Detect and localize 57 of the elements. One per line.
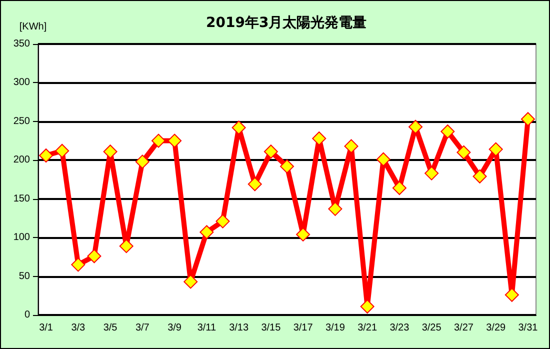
point <box>71 258 86 272</box>
point <box>504 288 519 302</box>
point <box>39 148 54 162</box>
point <box>328 202 342 216</box>
x-tick-label: 3/21 <box>358 322 378 334</box>
x-tick-label: 3/5 <box>103 322 118 334</box>
point <box>200 225 214 240</box>
point <box>488 142 503 156</box>
chart-title: 2019年3月太陽光発電量 <box>206 15 367 31</box>
point <box>440 124 455 138</box>
point <box>103 144 118 159</box>
point <box>119 239 134 254</box>
x-tick-label: 3/17 <box>293 322 314 334</box>
y-tick-label: 250 <box>13 116 30 127</box>
x-tick-label: 3/31 <box>518 322 538 334</box>
point <box>55 144 70 158</box>
x-tick-label: 3/19 <box>325 322 346 334</box>
point <box>376 152 390 166</box>
point <box>216 214 230 228</box>
y-tick-label: 350 <box>13 38 30 50</box>
point <box>232 120 246 135</box>
point <box>151 134 166 148</box>
x-tick-label: 3/23 <box>390 322 410 334</box>
x-tick-label: 3/7 <box>135 322 150 334</box>
point <box>344 139 358 154</box>
point <box>456 145 471 160</box>
x-tick-label: 3/15 <box>261 322 282 334</box>
point <box>87 249 102 264</box>
x-tick-label: 3/11 <box>197 322 216 334</box>
x-tick-label: 3/3 <box>71 322 86 334</box>
y-tick-label: 150 <box>13 193 30 204</box>
y-tick-label: 100 <box>13 232 30 244</box>
y-axis-title: [KWh] <box>19 22 47 32</box>
x-tick-label: 3/9 <box>168 322 182 334</box>
point <box>312 131 326 146</box>
point <box>135 154 150 169</box>
y-tick-label: 50 <box>18 270 30 282</box>
x-tick-label: 3/27 <box>454 322 474 334</box>
point <box>472 169 487 184</box>
point <box>392 181 406 196</box>
point <box>296 227 310 242</box>
y-tick-label: 0 <box>24 310 30 320</box>
x-tick-label: 3/25 <box>422 322 442 334</box>
point <box>248 177 262 192</box>
point <box>264 144 278 159</box>
point <box>408 120 423 134</box>
point <box>280 159 294 174</box>
point <box>520 112 535 126</box>
point <box>424 166 439 180</box>
x-tick-label: 3/29 <box>486 322 506 334</box>
x-tick-label: 3/1 <box>39 322 54 334</box>
point <box>184 274 198 289</box>
x-tick-label: 3/13 <box>229 322 249 334</box>
point <box>360 299 374 314</box>
y-tick-label: 200 <box>13 154 30 166</box>
y-tick-label: 300 <box>13 77 30 88</box>
point <box>168 134 182 148</box>
